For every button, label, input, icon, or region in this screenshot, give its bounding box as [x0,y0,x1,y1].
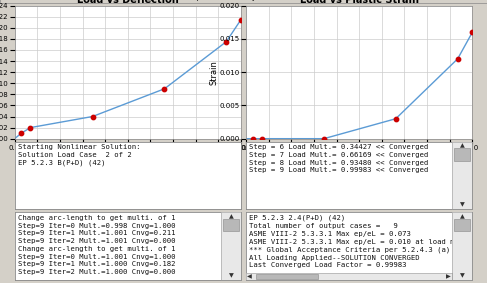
Text: Change arc-length to get multi. of 1
Step=9 Iter=0 Mult.=0.998 Cnvg=1.000
Step=9: Change arc-length to get multi. of 1 Ste… [18,215,175,275]
Point [454,57,462,61]
Y-axis label: Strain: Strain [209,60,218,85]
Point [237,17,245,22]
Point [18,131,25,135]
Text: Step = 6 Load Mult.= 0.34427 << Converged
Step = 7 Load Mult.= 0.66169 << Conver: Step = 6 Load Mult.= 0.34427 << Converge… [249,144,429,173]
Text: EP 5.2.3 2.4(P+D) (42)
Total number of output cases =   9
ASME VIII-2 5.3.3.1 Ma: EP 5.2.3 2.4(P+D) (42) Total number of o… [249,215,487,269]
Point [392,117,400,121]
Title: Load vs Plastic Strain: Load vs Plastic Strain [300,0,419,5]
Title: Load vs Deflection: Load vs Deflection [77,0,179,5]
Text: Load run results from performing elastic plastic analysis: Load run results from performing elastic… [2,0,271,1]
X-axis label: Load Factor: Load Factor [104,152,152,161]
Point [223,39,230,44]
Point [258,136,266,141]
Point [468,30,476,35]
X-axis label: Load Factor: Load Factor [335,152,383,161]
Point [27,125,35,130]
Text: Starting Nonlinear Solution:
Solution Load Case  2 of 2
EP 5.2.3 B(P+D) (42): Starting Nonlinear Solution: Solution Lo… [18,144,141,166]
Point [249,136,257,141]
Point [161,87,169,91]
Point [320,136,328,141]
Point [89,114,96,119]
